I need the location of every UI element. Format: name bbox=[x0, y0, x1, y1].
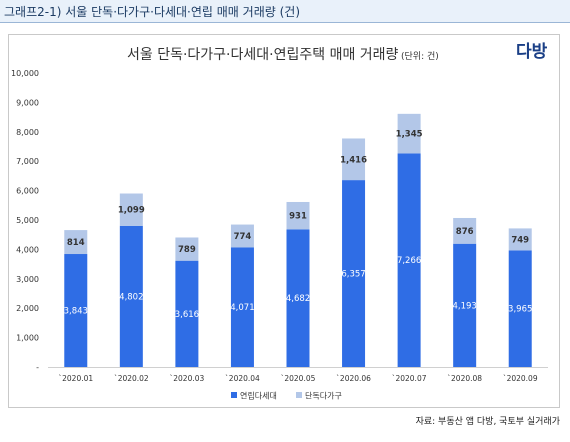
bar-segment-detached bbox=[175, 237, 199, 261]
data-label-detached: 931 bbox=[289, 212, 307, 222]
x-axis: `2020.01 `2020.02 `2020.03 `2020.04 `2020.05… bbox=[48, 367, 548, 383]
legend-swatch bbox=[296, 392, 302, 398]
bar-segment-rowhouse bbox=[342, 180, 366, 367]
data-label-detached: 789 bbox=[178, 245, 196, 255]
bars: 3,843 814 4,802 1,099 3,616 789 4,071 774 4,682 9… bbox=[64, 113, 532, 367]
data-label-rowhouse: 3,965 bbox=[508, 305, 532, 315]
data-label-rowhouse: 6,357 bbox=[341, 270, 365, 280]
y-tick-label: 8,000 bbox=[16, 128, 39, 137]
y-tick-label: 7,000 bbox=[16, 157, 39, 166]
data-label-detached: 1,345 bbox=[396, 130, 423, 140]
y-tick-label: 9,000 bbox=[16, 98, 39, 107]
legend: 연립다세대 단독다가구 bbox=[231, 391, 342, 401]
y-tick-label: 4,000 bbox=[16, 245, 39, 254]
data-label-detached: 1,416 bbox=[340, 155, 367, 165]
bar-segment-detached bbox=[119, 193, 143, 226]
data-label-detached: 774 bbox=[234, 232, 252, 242]
data-label-rowhouse: 4,193 bbox=[452, 301, 476, 311]
x-tick-label: `2020.01 bbox=[58, 374, 93, 383]
bar-segment-detached bbox=[342, 138, 366, 181]
chart-title: 서울 단독·다가구·다세대·연립주택 매매 거래량 bbox=[127, 47, 399, 63]
bar-segment-detached bbox=[508, 228, 532, 251]
legend-swatch bbox=[231, 392, 237, 398]
data-label-rowhouse: 3,616 bbox=[175, 310, 199, 320]
y-tick-label: 1,000 bbox=[16, 334, 39, 343]
data-label-rowhouse: 4,071 bbox=[230, 303, 254, 313]
y-tick-label: - bbox=[36, 363, 39, 372]
y-axis: - 1,000 2,000 3,000 4,000 5,000 6,000 7,000 8,00… bbox=[11, 69, 39, 372]
bar-segment-detached bbox=[230, 224, 254, 248]
data-label-detached: 1,099 bbox=[118, 206, 145, 216]
brand-logo: 다방 bbox=[516, 42, 548, 62]
x-tick-label: `2020.08 bbox=[447, 374, 482, 383]
x-tick-label: `2020.06 bbox=[336, 374, 371, 383]
bar-segment-rowhouse bbox=[453, 243, 477, 367]
bar-segment-rowhouse bbox=[64, 254, 88, 367]
data-label-detached: 876 bbox=[456, 227, 474, 237]
bar-segment-rowhouse bbox=[286, 229, 310, 367]
bar-segment-detached bbox=[453, 217, 477, 244]
y-tick-label: 3,000 bbox=[16, 275, 39, 284]
header-title: 그래프2-1) 서울 단독·다가구·다세대·연립 매매 거래량 (건) bbox=[4, 5, 301, 19]
data-label-detached: 749 bbox=[511, 235, 529, 245]
y-tick-label: 2,000 bbox=[16, 304, 39, 313]
x-tick-label: `2020.05 bbox=[281, 374, 316, 383]
y-tick-label: 6,000 bbox=[16, 187, 39, 196]
brand-logo-text: 다방 bbox=[516, 42, 548, 62]
x-tick-label: `2020.02 bbox=[114, 374, 149, 383]
y-tick-label: 5,000 bbox=[16, 216, 39, 225]
bar-segment-rowhouse bbox=[175, 260, 199, 367]
bar-segment-detached bbox=[64, 230, 88, 255]
data-label-rowhouse: 4,682 bbox=[286, 294, 310, 304]
x-tick-label: `2020.04 bbox=[225, 374, 260, 383]
bar-segment-detached bbox=[286, 201, 310, 230]
source-note: 자료: 부동산 앱 다방, 국토부 실거래가 bbox=[415, 417, 560, 427]
bar-segment-rowhouse bbox=[508, 250, 532, 367]
data-label-rowhouse: 3,843 bbox=[64, 307, 88, 317]
legend-label: 단독다가구 bbox=[305, 391, 342, 401]
data-label-rowhouse: 7,266 bbox=[397, 256, 421, 266]
data-label-detached: 814 bbox=[67, 238, 85, 248]
bar-segment-rowhouse bbox=[119, 225, 143, 367]
x-tick-label: `2020.03 bbox=[170, 374, 205, 383]
legend-label: 연립다세대 bbox=[240, 392, 277, 401]
bar-segment-rowhouse bbox=[397, 153, 421, 367]
bar-segment-rowhouse bbox=[230, 247, 254, 367]
chart-unit: (단위: 건) bbox=[401, 51, 439, 62]
header-bar: 그래프2-1) 서울 단독·다가구·다세대·연립 매매 거래량 (건) bbox=[0, 0, 570, 23]
bar-segment-detached bbox=[397, 113, 421, 154]
x-tick-label: `2020.07 bbox=[392, 374, 427, 383]
x-tick-label: `2020.09 bbox=[503, 374, 538, 383]
y-tick-label: 10,000 bbox=[11, 69, 39, 78]
data-label-rowhouse: 4,802 bbox=[119, 292, 143, 302]
